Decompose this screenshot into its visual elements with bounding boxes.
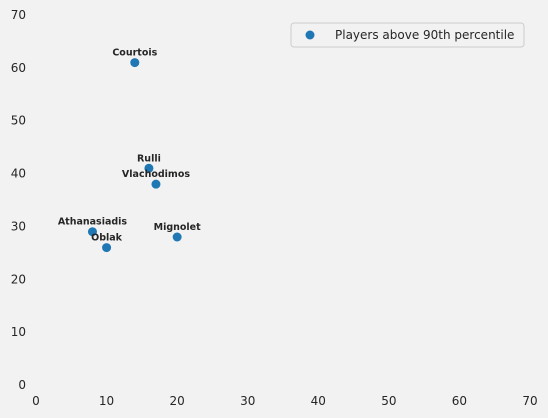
data-point <box>172 232 182 242</box>
x-tick-label: 0 <box>32 394 40 408</box>
x-tick-label: 40 <box>311 394 326 408</box>
x-tick-label: 70 <box>522 394 537 408</box>
data-point <box>130 58 140 68</box>
y-axis: 0 10 20 30 40 50 60 70 <box>11 8 26 392</box>
legend-marker <box>305 30 315 40</box>
x-tick-label: 30 <box>240 394 255 408</box>
y-tick-label: 0 <box>18 378 26 392</box>
y-tick-label: 60 <box>11 61 26 75</box>
legend-label: Players above 90th percentile <box>335 28 514 42</box>
data-point <box>87 227 97 237</box>
data-label: Mignolet <box>154 222 201 233</box>
y-tick-label: 10 <box>11 325 26 339</box>
x-tick-label: 50 <box>381 394 396 408</box>
y-tick-label: 70 <box>11 8 26 22</box>
y-tick-label: 30 <box>11 219 26 233</box>
data-label: Vlachodimos <box>122 169 190 180</box>
x-tick-label: 20 <box>170 394 185 408</box>
data-label: Oblak <box>91 233 123 244</box>
y-tick-label: 50 <box>11 114 26 128</box>
data-label: Rulli <box>137 153 161 164</box>
x-tick-label: 10 <box>99 394 114 408</box>
data-point <box>102 243 112 253</box>
data-point <box>151 179 161 189</box>
data-label: Courtois <box>112 48 157 59</box>
data-points <box>87 58 182 253</box>
y-tick-label: 40 <box>11 167 26 181</box>
x-axis: 0 10 20 30 40 50 60 70 <box>32 394 537 408</box>
legend: Players above 90th percentile <box>290 22 525 48</box>
point-labels: Courtois Rulli Vlachodimos Athanasiadis Obla… <box>58 48 201 244</box>
y-tick-label: 20 <box>11 272 26 286</box>
data-point <box>144 163 154 173</box>
x-tick-label: 60 <box>452 394 467 408</box>
legend-box <box>290 22 525 48</box>
plot-area <box>36 15 530 385</box>
data-label: Athanasiadis <box>58 217 128 228</box>
